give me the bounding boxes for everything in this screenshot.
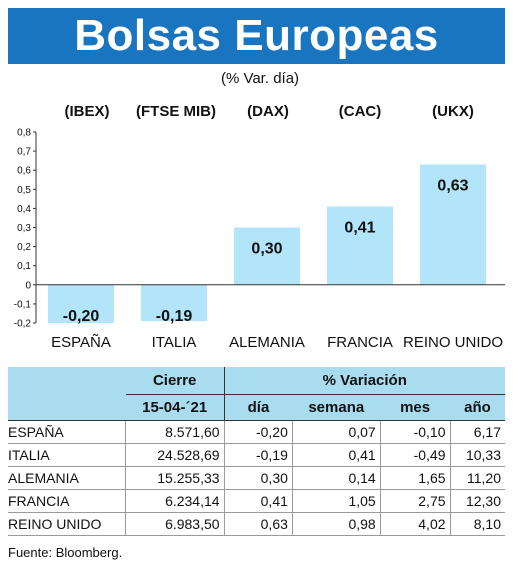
cell-semana: 0,07: [291, 420, 381, 444]
table-col-dia: día: [223, 394, 293, 421]
cell-cierre: 24.528,69: [125, 443, 225, 467]
table-header-variacion: % Variación: [223, 367, 505, 395]
data-label: -0,19: [156, 308, 193, 325]
cell-cierre: 8.571,60: [125, 420, 225, 444]
bar: [420, 164, 486, 285]
x-category-label: REINO UNIDO: [403, 334, 503, 351]
x-category-label: ITALIA: [152, 334, 197, 351]
cell-mes: -0,10: [379, 420, 451, 444]
y-tick-label: 0,4: [17, 204, 31, 215]
cell-semana: 0,41: [291, 443, 381, 467]
data-label: 0,30: [251, 241, 282, 258]
bar-chart: 0,8 0,7 0,6 0,5 0,4 0,3 0,2 0,1 0 -0,1 -0,2 -0,20 -0…: [14, 128, 505, 351]
table-row: ITALIA 24.528,69 -0,19 0,41 -0,49 10,33: [8, 443, 505, 467]
data-label: -0,20: [63, 308, 100, 325]
cell-ano: 6,17: [449, 420, 505, 444]
row-name: ALEMANIA: [8, 466, 126, 490]
cell-mes: 4,02: [379, 512, 451, 536]
y-tick-label: 0,3: [17, 223, 31, 234]
index-label-ibex: (IBEX): [64, 103, 110, 120]
table-col-mes: mes: [380, 394, 451, 421]
x-category-label: ESPAÑA: [51, 334, 111, 351]
table-row: FRANCIA 6.234,14 0,41 1,05 2,75 12,30: [8, 489, 505, 513]
table-row: REINO UNIDO 6.983,50 0,63 0,98 4,02 8,10: [8, 512, 505, 536]
cell-dia: 0,63: [223, 512, 293, 536]
cell-cierre: 6.983,50: [125, 512, 225, 536]
data-label: 0,41: [344, 219, 375, 236]
chart-subtitle: (% Var. día): [220, 70, 300, 87]
cell-ano: 11,20: [449, 466, 505, 490]
row-name: ITALIA: [8, 443, 126, 467]
cell-mes: -0,49: [379, 443, 451, 467]
y-tick-label: 0: [25, 280, 31, 291]
cell-semana: 1,05: [291, 489, 381, 513]
cell-dia: 0,41: [223, 489, 293, 513]
y-tick-label: 0,7: [17, 147, 31, 158]
table-row: ESPAÑA 8.571,60 -0,20 0,07 -0,10 6,17: [8, 420, 505, 444]
y-tick-label: 0,8: [17, 128, 31, 139]
bar: [327, 206, 393, 285]
row-name: ESPAÑA: [8, 420, 126, 444]
index-label-cac: (CAC): [338, 103, 382, 120]
y-tick-label: -0,1: [14, 299, 32, 310]
cell-dia: -0,20: [223, 420, 293, 444]
data-label: 0,63: [437, 177, 468, 194]
y-tick-label: 0,1: [17, 261, 31, 272]
row-name: FRANCIA: [8, 489, 126, 513]
bar: [234, 227, 300, 285]
cell-semana: 0,14: [291, 466, 381, 490]
data-table: Cierre % Variación 15-04-´21 día semana …: [8, 367, 505, 536]
y-tick-label: -0,2: [14, 319, 32, 330]
bar: [141, 284, 207, 322]
table-header-cierre: Cierre: [125, 367, 225, 395]
table-header-blank-2: [8, 394, 126, 421]
index-label-dax: (DAX): [247, 103, 289, 120]
cell-mes: 2,75: [379, 489, 451, 513]
cell-mes: 1,65: [379, 466, 451, 490]
y-tick-label: 0,6: [17, 166, 31, 177]
cell-cierre: 6.234,14: [125, 489, 225, 513]
source-note: Fuente: Bloomberg.: [8, 545, 123, 560]
cell-dia: -0,19: [223, 443, 293, 467]
table-col-semana: semana: [292, 394, 381, 421]
cell-cierre: 15.255,33: [125, 466, 225, 490]
x-category-label: FRANCIA: [327, 334, 393, 351]
y-tick-label: 0,5: [17, 185, 31, 196]
table-header-blank: [8, 367, 126, 395]
page-title: Bolsas Europeas: [74, 11, 439, 60]
index-label-ukx: (UKX): [432, 103, 474, 120]
x-category-label: ALEMANIA: [229, 334, 305, 351]
index-label-ftse-mib: (FTSE MIB): [136, 103, 216, 120]
table-header-date: 15-04-´21: [125, 394, 225, 421]
cell-dia: 0,30: [223, 466, 293, 490]
cell-semana: 0,98: [291, 512, 381, 536]
cell-ano: 10,33: [449, 443, 505, 467]
table-col-ano: año: [450, 394, 505, 421]
bar: [48, 284, 114, 323]
title-banner: Bolsas Europeas: [8, 8, 505, 64]
cell-ano: 12,30: [449, 489, 505, 513]
y-tick-label: 0,2: [17, 242, 31, 253]
row-name: REINO UNIDO: [8, 512, 126, 536]
table-row: ALEMANIA 15.255,33 0,30 0,14 1,65 11,20: [8, 466, 505, 490]
cell-ano: 8,10: [449, 512, 505, 536]
